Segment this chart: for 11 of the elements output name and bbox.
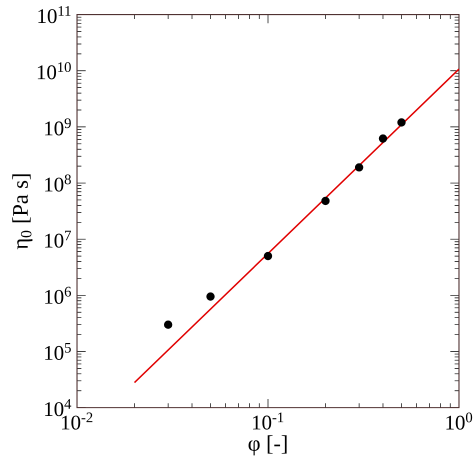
y-tick-label: 10$^{5}$ xyxy=(45,343,71,360)
x-axis-title: φ [-] xyxy=(248,435,287,456)
y-tick-label: 10$^{11}$ xyxy=(38,6,71,24)
y-tick-label: 10$^{6}$ xyxy=(45,286,71,304)
x-tick-label: 10$^{0}$ xyxy=(446,412,472,430)
y-tick-label: 10$^{10}$ xyxy=(38,62,71,80)
y-axis-title: η$_{0}$ [Pa s] xyxy=(12,174,32,250)
y-tick-label: 10$^{7}$ xyxy=(45,230,71,248)
y-tick-label: 10$^{8}$ xyxy=(45,174,71,192)
y-tick-label: 10$^{9}$ xyxy=(45,118,71,136)
x-tick-label: 10$^{-1}$ xyxy=(253,412,284,430)
